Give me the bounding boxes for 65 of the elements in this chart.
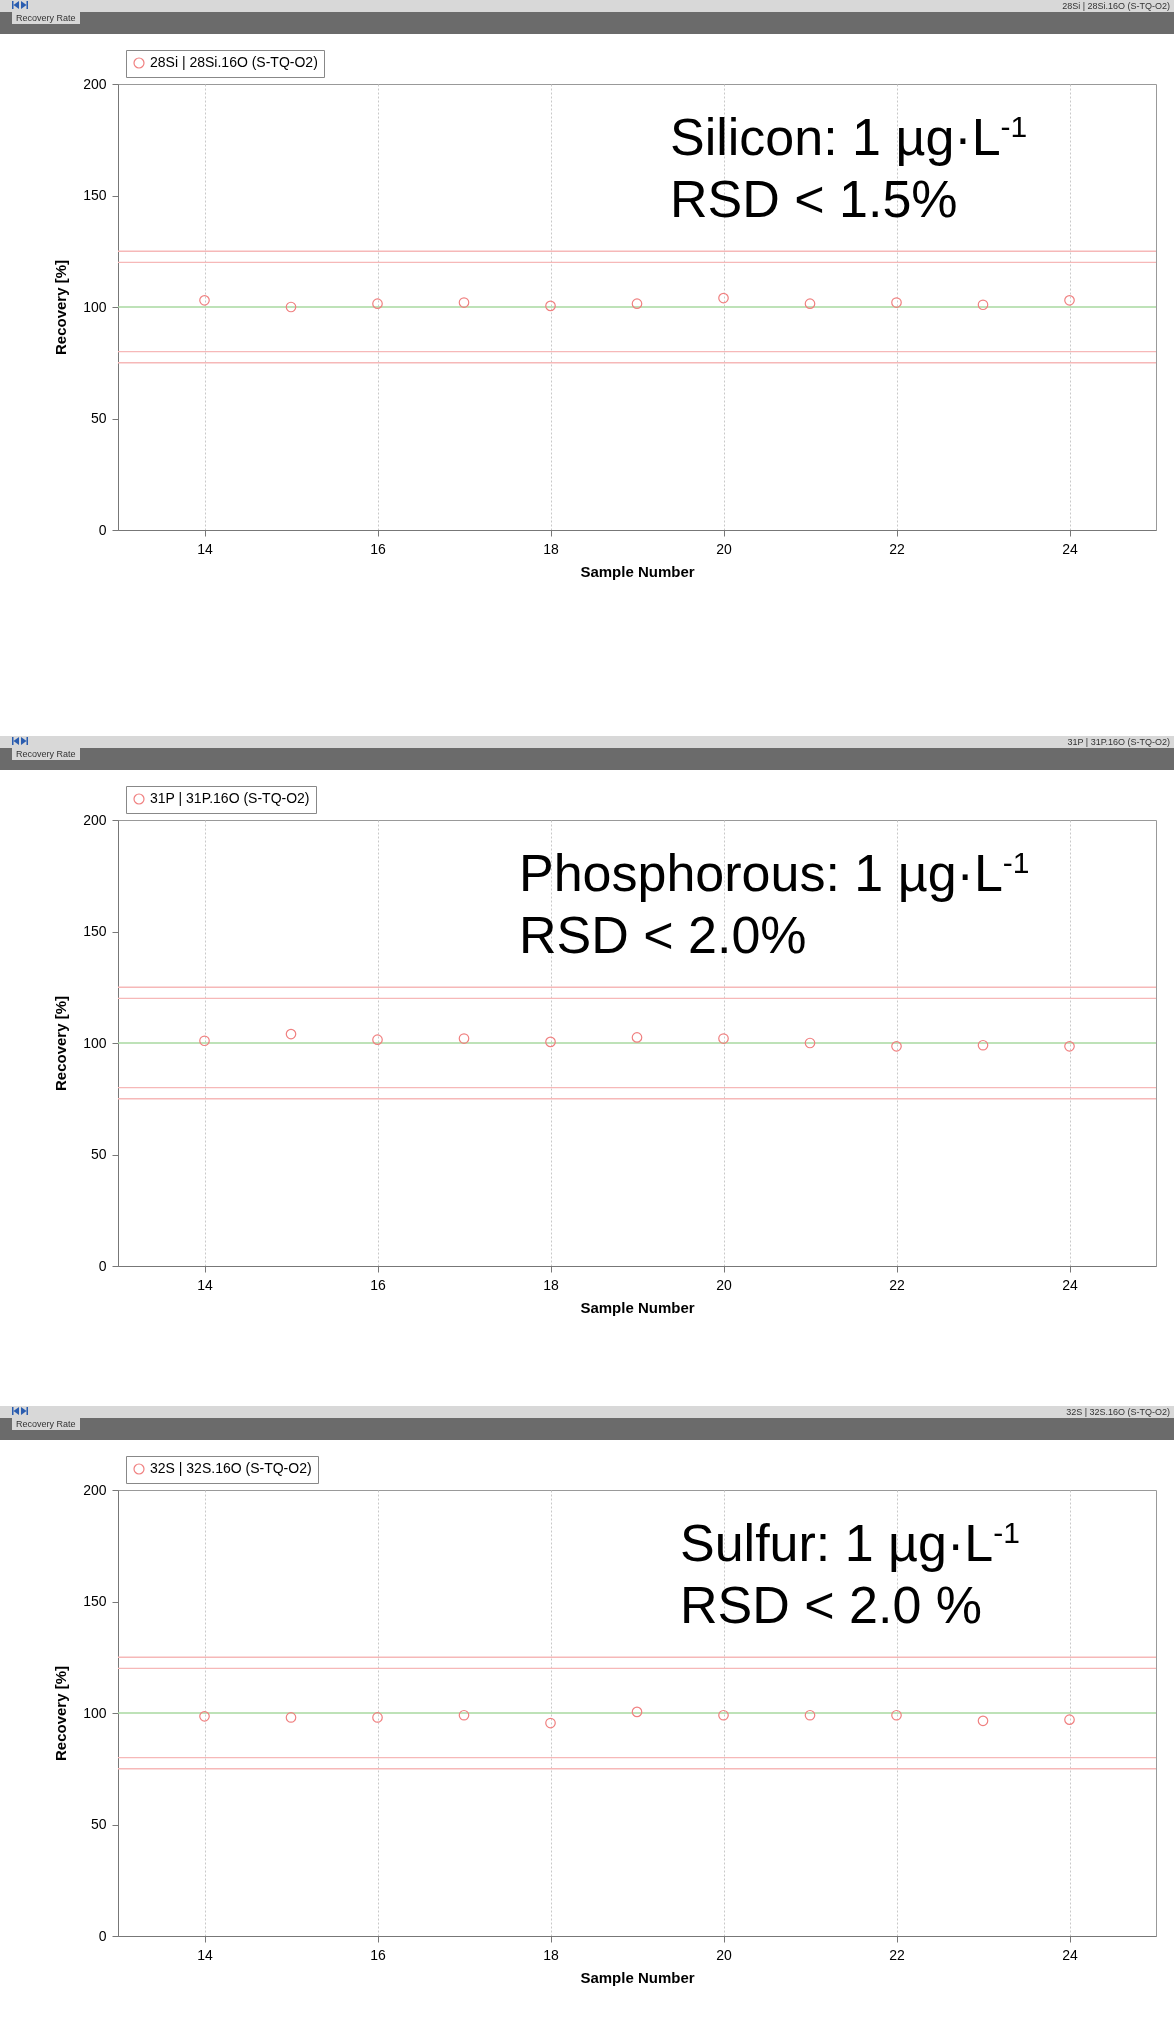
x-tick-label: 20 xyxy=(716,1946,732,1963)
y-axis-title: Recovery [%] xyxy=(52,995,70,1092)
y-tick-label: 50 xyxy=(90,410,107,426)
point xyxy=(977,1039,989,1051)
x-tick-label: 20 xyxy=(716,1276,732,1293)
x-tick-label: 16 xyxy=(370,1946,386,1963)
text: Sulfur: 1 µg·L$^{-1}$ xyxy=(680,1513,1020,1575)
y-tick-label: 200 xyxy=(83,75,107,92)
y-tick-label: 50 xyxy=(90,1816,107,1832)
text: RSD < 1.5% xyxy=(670,169,959,231)
text: Recovery Rate xyxy=(12,12,80,24)
point xyxy=(1064,1041,1075,1052)
point xyxy=(631,1032,643,1043)
x-axis-title: Sample Number xyxy=(580,1968,695,1986)
y-tick-label: 150 xyxy=(83,187,107,203)
point xyxy=(891,1041,902,1052)
x-tick-label: 24 xyxy=(1062,540,1078,557)
point xyxy=(804,1037,816,1049)
x-tick-label: 22 xyxy=(889,540,905,557)
x-tick-label: 16 xyxy=(370,1276,386,1293)
y-tick-label: 200 xyxy=(83,811,107,828)
y-tick-label: 100 xyxy=(83,298,107,315)
point xyxy=(199,1035,210,1047)
x-tick-label: 16 xyxy=(370,540,386,557)
y-tick-label: 100 xyxy=(83,1034,107,1051)
text: 32S | 32S.16O (S-TQ-O2) xyxy=(1066,1407,1170,1417)
x-tick-label: 22 xyxy=(889,1276,905,1293)
x-tick-label: 24 xyxy=(1062,1946,1078,1963)
point xyxy=(545,1036,556,1048)
y-axis-title: Recovery [%] xyxy=(52,1665,70,1762)
y-tick-label: 0 xyxy=(98,1257,107,1274)
x-tick-label: 18 xyxy=(543,540,559,557)
text: Silicon: 1 µg·L$^{-1}$ xyxy=(670,107,1028,169)
x-tick-label: 24 xyxy=(1062,1276,1078,1293)
text: 31P | 31P.16O (S-TQ-O2) xyxy=(1067,737,1170,747)
point xyxy=(285,1028,297,1040)
x-tick-label: 22 xyxy=(889,1946,905,1963)
point xyxy=(458,1033,470,1044)
text: Recovery Rate xyxy=(12,1418,80,1430)
y-tick-label: 200 xyxy=(83,1481,107,1498)
text: Recovery Rate xyxy=(12,748,80,760)
point xyxy=(372,1034,383,1045)
legend-label: 28Si | 28Si.16O (S-TQ-O2) xyxy=(150,54,318,70)
x-tick-label: 14 xyxy=(197,1946,213,1963)
text: RSD < 2.0 % xyxy=(680,1575,984,1637)
x-tick-label: 14 xyxy=(197,540,213,557)
text: Phosphorous: 1 µg·L$^{-1}$ xyxy=(519,843,1030,905)
x-tick-label: 20 xyxy=(716,540,732,557)
x-tick-label: 18 xyxy=(543,1276,559,1293)
y-axis-title: Recovery [%] xyxy=(52,259,70,356)
text: RSD < 2.0% xyxy=(519,905,808,967)
point xyxy=(718,1033,729,1044)
y-tick-label: 150 xyxy=(83,923,107,939)
text: 28Si | 28Si.16O (S-TQ-O2) xyxy=(1062,1,1170,11)
y-tick-label: 100 xyxy=(83,1704,107,1721)
y-tick-label: 0 xyxy=(98,1927,107,1944)
y-tick-label: 50 xyxy=(90,1146,107,1162)
y-tick-label: 0 xyxy=(98,521,107,538)
x-axis-title: Sample Number xyxy=(580,1298,695,1316)
x-axis-title: Sample Number xyxy=(580,562,695,580)
legend-label: 31P | 31P.16O (S-TQ-O2) xyxy=(150,790,310,806)
legend-label: 32S | 32S.16O (S-TQ-O2) xyxy=(150,1460,312,1476)
x-tick-label: 14 xyxy=(197,1276,213,1293)
y-tick-label: 150 xyxy=(83,1593,107,1609)
x-tick-label: 18 xyxy=(543,1946,559,1963)
